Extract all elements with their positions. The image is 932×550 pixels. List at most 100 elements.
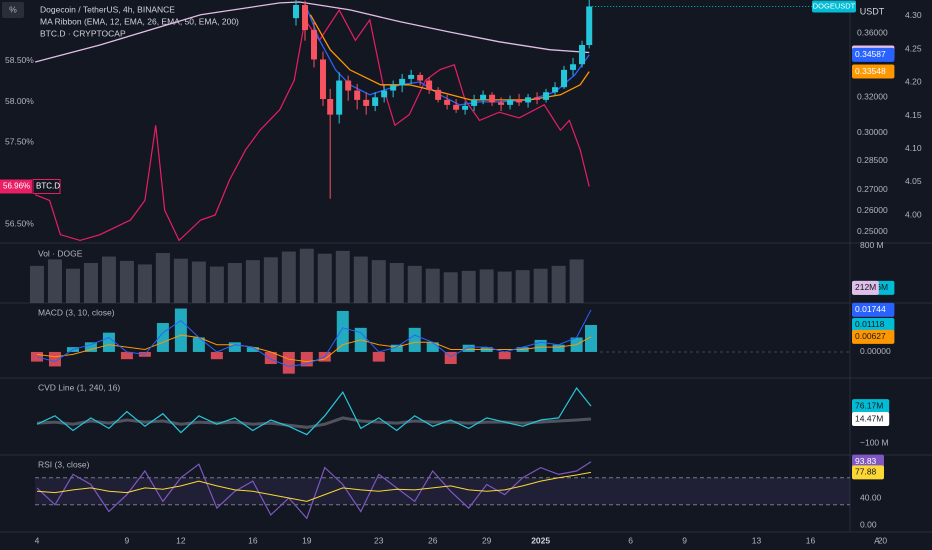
macd-histogram bbox=[174, 308, 187, 352]
pane-title: MACD (3, 10, close) bbox=[38, 307, 115, 317]
y-tick-label: 4.10 bbox=[905, 143, 922, 153]
value-tag bbox=[852, 302, 895, 317]
candle-body bbox=[579, 45, 586, 65]
x-tick-label: 6 bbox=[628, 535, 633, 545]
x-tick-label: 16 bbox=[806, 535, 816, 545]
y-tick-label: 0.36000 bbox=[857, 27, 888, 37]
candle-body bbox=[462, 105, 469, 110]
y-tick-label: 0.27000 bbox=[857, 184, 888, 194]
macd-histogram bbox=[264, 351, 277, 365]
macd-histogram bbox=[336, 310, 349, 352]
macd-histogram bbox=[246, 347, 259, 352]
y-tick-label: 58.50% bbox=[5, 55, 34, 65]
pane bbox=[34, 0, 593, 242]
y-tick-label: 4.30 bbox=[905, 10, 922, 20]
volume-bar bbox=[281, 251, 296, 303]
value-tag-label: 77.88 bbox=[855, 467, 877, 477]
candle-body bbox=[525, 97, 532, 103]
y-tick-label: 40.00 bbox=[860, 492, 882, 502]
y-tick-label: 56.50% bbox=[5, 218, 34, 228]
value-tag-label: 76.17M bbox=[855, 400, 883, 410]
macd-histogram bbox=[48, 351, 61, 367]
volume-bar bbox=[227, 263, 242, 303]
macd-histogram bbox=[120, 351, 133, 360]
macd-histogram bbox=[408, 327, 421, 352]
pane-title: CVD Line (1, 240, 16) bbox=[38, 382, 120, 392]
candle-body bbox=[390, 85, 397, 91]
volume-bar bbox=[569, 259, 584, 303]
macd-histogram bbox=[282, 351, 295, 374]
candle-body bbox=[319, 59, 326, 100]
volume-bar bbox=[119, 260, 134, 303]
y-tick-label: 57.50% bbox=[5, 137, 34, 147]
x-tick-label: 19 bbox=[302, 535, 312, 545]
volume-bar bbox=[83, 263, 98, 303]
value-tag bbox=[852, 47, 895, 62]
moving-average bbox=[35, 1, 590, 63]
indicator-label: MA Ribbon (EMA, 12, EMA, 26, EMA, 50, EM… bbox=[40, 16, 239, 26]
value-tag bbox=[852, 454, 884, 469]
value-tag bbox=[852, 412, 890, 427]
indicator-line bbox=[36, 461, 592, 520]
btc-tag bbox=[0, 179, 32, 194]
candle-body bbox=[302, 5, 309, 31]
candle-body bbox=[363, 99, 370, 106]
value-tag-label: 212M bbox=[855, 282, 876, 292]
currency: USDT bbox=[860, 6, 885, 16]
macd-histogram bbox=[84, 342, 97, 352]
value-tag bbox=[852, 64, 895, 79]
macd-histogram bbox=[390, 344, 403, 352]
value-tag bbox=[852, 317, 895, 332]
value-tag bbox=[852, 399, 890, 414]
scale-mode-button[interactable] bbox=[2, 2, 24, 18]
volume-bar bbox=[155, 253, 170, 303]
pane bbox=[29, 248, 584, 303]
value-tag-label: 14.47M bbox=[855, 413, 883, 423]
candle-body bbox=[489, 94, 496, 103]
candle-body bbox=[552, 87, 559, 93]
candle-body bbox=[408, 74, 415, 79]
x-tick-label: 29 bbox=[482, 535, 492, 545]
volume-bar bbox=[173, 258, 188, 303]
candle-body bbox=[543, 92, 550, 100]
candle-body bbox=[381, 90, 388, 98]
symbol-tag bbox=[812, 0, 856, 13]
x-tick-label: 4 bbox=[35, 535, 40, 545]
volume-bar bbox=[461, 270, 476, 303]
macd-histogram bbox=[102, 332, 115, 352]
macd-histogram bbox=[426, 342, 439, 352]
candle-body bbox=[372, 97, 379, 106]
x-tick-label: 12 bbox=[176, 535, 186, 545]
volume-bar bbox=[47, 259, 62, 303]
value-tag-label: 93.83 bbox=[855, 456, 877, 466]
y-tick-label: −100 M bbox=[860, 437, 889, 447]
macd-histogram bbox=[210, 351, 223, 360]
macd-histogram bbox=[498, 351, 511, 360]
candle-body bbox=[507, 99, 514, 105]
volume-bar bbox=[65, 268, 80, 303]
candle-body bbox=[570, 64, 577, 70]
candle-body bbox=[310, 30, 317, 60]
scale-mode: % bbox=[9, 4, 17, 14]
x-tick-label: 9 bbox=[682, 535, 687, 545]
macd-histogram bbox=[585, 324, 598, 352]
auto-scale[interactable]: A bbox=[874, 535, 880, 545]
btc-tag-label: 56.96% bbox=[3, 182, 30, 191]
volume-bar bbox=[191, 261, 206, 303]
x-tick-label: 20 bbox=[878, 535, 888, 545]
x-tick-label: 23 bbox=[374, 535, 384, 545]
y-tick-label: 0.25000 bbox=[857, 226, 888, 236]
candle-body bbox=[327, 99, 334, 115]
pane bbox=[36, 387, 592, 436]
value-tag bbox=[852, 465, 884, 480]
pane-title: RSI (3, close) bbox=[38, 459, 90, 469]
symbol-title: Dogecoin / TetherUS, 4h, BINANCE bbox=[40, 4, 175, 14]
candle-body bbox=[399, 78, 406, 86]
candle-body bbox=[534, 97, 541, 100]
y-tick-label: 4.25 bbox=[905, 43, 922, 53]
volume-bar bbox=[299, 248, 314, 303]
volume-bar bbox=[209, 266, 224, 303]
overlay-label: BTC.D · CRYPTOCAP bbox=[40, 28, 126, 38]
candle-body bbox=[417, 74, 424, 81]
